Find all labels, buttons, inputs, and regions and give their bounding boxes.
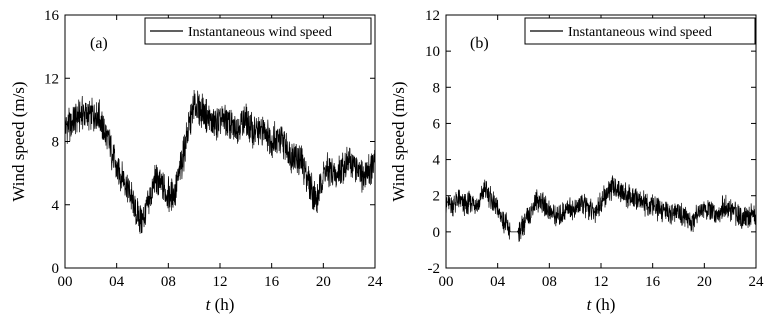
panel-label: (a) <box>90 35 108 52</box>
x-tick-label: 04 <box>490 274 506 290</box>
series-line <box>64 90 376 234</box>
y-tick-label: 0 <box>52 261 60 277</box>
x-tick-label: 24 <box>368 274 384 290</box>
legend: Instantaneous wind speed <box>524 17 756 45</box>
y-tick-label: 12 <box>425 8 440 24</box>
x-tick-label: 16 <box>264 274 280 290</box>
x-tick-label: 16 <box>645 274 661 290</box>
y-tick-label: -2 <box>428 261 441 277</box>
x-axis-label: t (h) <box>206 295 235 314</box>
y-tick-label: 10 <box>425 44 440 60</box>
plot-frame <box>445 14 757 269</box>
series-line <box>445 175 757 242</box>
legend: Instantaneous wind speed <box>144 17 372 45</box>
x-tick-label: 20 <box>697 274 712 290</box>
x-tick-label: 12 <box>594 274 609 290</box>
legend-label: Instantaneous wind speed <box>568 25 712 40</box>
x-axis-label-unit: (h) <box>210 295 234 314</box>
x-axis-label-variable: t <box>206 295 212 314</box>
x-axis-label: t (h) <box>587 295 616 314</box>
x-tick-label: 20 <box>316 274 331 290</box>
y-tick-label: 4 <box>433 153 441 169</box>
x-tick-label: 00 <box>439 274 454 290</box>
x-tick-label: 08 <box>161 274 176 290</box>
y-tick-label: 0 <box>433 225 441 241</box>
x-tick-label: 04 <box>109 274 125 290</box>
legend-box <box>524 17 756 45</box>
panel-label: (b) <box>470 35 489 52</box>
y-tick-label: 2 <box>433 189 441 205</box>
x-axis-label-unit: (h) <box>591 295 615 314</box>
x-tick-label: 00 <box>58 274 73 290</box>
y-tick-label: 8 <box>52 135 60 151</box>
x-tick-label: 24 <box>749 274 765 290</box>
y-axis-label: Wind speed (m/s) <box>9 81 28 201</box>
x-tick-label: 08 <box>542 274 557 290</box>
y-tick-label: 12 <box>44 71 59 87</box>
y-tick-label: 16 <box>44 8 60 24</box>
plot-frame <box>64 14 376 269</box>
y-tick-label: 6 <box>433 116 441 132</box>
x-axis-label-variable: t <box>587 295 593 314</box>
y-tick-label: 8 <box>433 80 441 96</box>
x-tick-label: 12 <box>213 274 228 290</box>
legend-label: Instantaneous wind speed <box>188 25 332 40</box>
y-tick-label: 4 <box>52 198 60 214</box>
y-axis-label: Wind speed (m/s) <box>389 81 408 201</box>
